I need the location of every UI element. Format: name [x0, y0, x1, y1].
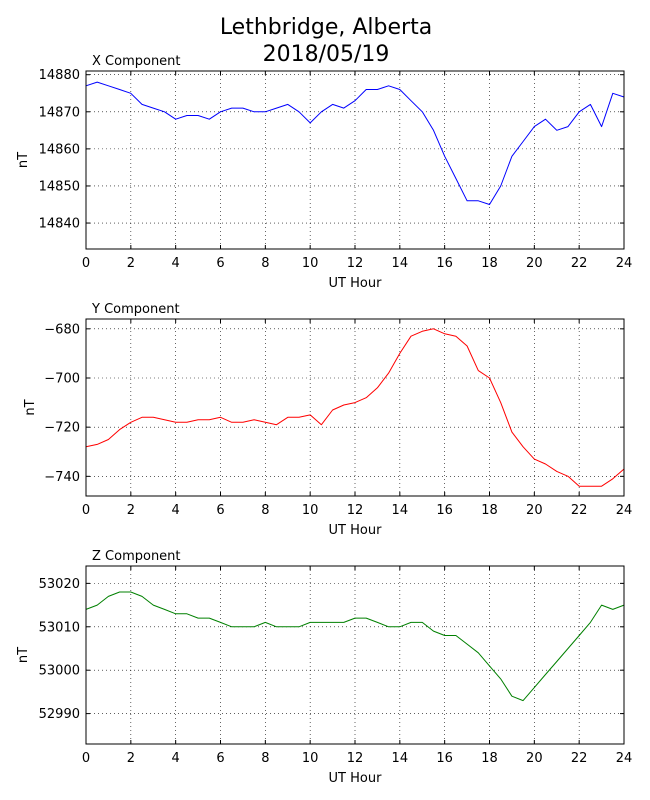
z-x-tick-label: 22 [571, 751, 588, 766]
z-x-tick-label: 18 [481, 751, 498, 766]
x-x-tick-label: 16 [436, 256, 453, 271]
y-y-tick-label: −680 [44, 322, 80, 337]
x-y-tick-label: 14840 [39, 217, 80, 232]
y-y-axis-label: nT [23, 399, 38, 415]
z-y-tick-label: 52990 [39, 707, 80, 722]
x-y-tick-label: 14880 [39, 68, 80, 83]
z-x-tick-label: 0 [82, 751, 90, 766]
z-x-tick-label: 24 [616, 751, 633, 766]
z-y-tick-label: 53010 [39, 620, 80, 635]
y-series-line [85, 328, 625, 487]
x-x-tick-label: 22 [571, 256, 588, 271]
y-x-tick-label: 4 [172, 503, 180, 518]
y-y-tick-label: −740 [44, 470, 80, 485]
z-panel-title: Z Component [92, 549, 181, 564]
y-x-tick-label: 22 [571, 503, 588, 518]
y-x-tick-label: 16 [436, 503, 453, 518]
z-x-tick-label: 20 [526, 751, 543, 766]
x-x-tick-label: 12 [347, 256, 364, 271]
z-x-tick-label: 10 [302, 751, 319, 766]
y-x-axis-label: UT Hour [329, 523, 383, 538]
z-y-tick-label: 53020 [39, 577, 80, 592]
y-x-tick-label: 14 [392, 503, 409, 518]
y-x-tick-label: 24 [616, 503, 633, 518]
z-x-tick-label: 16 [436, 751, 453, 766]
z-x-tick-label: 12 [347, 751, 364, 766]
y-x-tick-label: 2 [127, 503, 135, 518]
z-x-tick-label: 14 [392, 751, 409, 766]
z-y-axis-label: nT [16, 647, 31, 663]
y-y-tick-label: −720 [44, 421, 80, 436]
x-x-tick-label: 2 [127, 256, 135, 271]
x-x-tick-label: 10 [302, 256, 319, 271]
y-x-tick-label: 0 [82, 503, 90, 518]
z-x-axis-label: UT Hour [329, 771, 383, 786]
x-x-tick-label: 0 [82, 256, 90, 271]
x-x-tick-label: 14 [392, 256, 409, 271]
x-series-line [85, 81, 625, 205]
figure-title-line2: 2018/05/19 [263, 42, 390, 67]
z-x-tick-label: 8 [261, 751, 269, 766]
x-x-tick-label: 24 [616, 256, 633, 271]
z-y-tick-label: 53000 [39, 664, 80, 679]
x-x-axis-label: UT Hour [329, 276, 383, 291]
x-panel-title: X Component [92, 54, 181, 69]
y-x-tick-label: 6 [216, 503, 224, 518]
x-y-axis-label: nT [16, 152, 31, 168]
x-x-tick-label: 20 [526, 256, 543, 271]
x-x-tick-label: 6 [216, 256, 224, 271]
y-x-tick-label: 10 [302, 503, 319, 518]
z-series-line [85, 591, 625, 702]
z-x-tick-label: 6 [216, 751, 224, 766]
y-x-tick-label: 8 [261, 503, 269, 518]
x-x-tick-label: 4 [172, 256, 180, 271]
x-y-tick-label: 14870 [39, 105, 80, 120]
y-x-tick-label: 20 [526, 503, 543, 518]
x-y-tick-label: 14860 [39, 142, 80, 157]
x-y-tick-label: 14850 [39, 179, 80, 194]
x-x-tick-label: 8 [261, 256, 269, 271]
y-x-tick-label: 18 [481, 503, 498, 518]
figure-title-line1: Lethbridge, Alberta [220, 15, 432, 40]
z-x-tick-label: 2 [127, 751, 135, 766]
y-y-tick-label: −700 [44, 372, 80, 387]
x-x-tick-label: 18 [481, 256, 498, 271]
y-x-tick-label: 12 [347, 503, 364, 518]
z-x-tick-label: 4 [172, 751, 180, 766]
y-panel-title: Y Component [91, 302, 180, 317]
